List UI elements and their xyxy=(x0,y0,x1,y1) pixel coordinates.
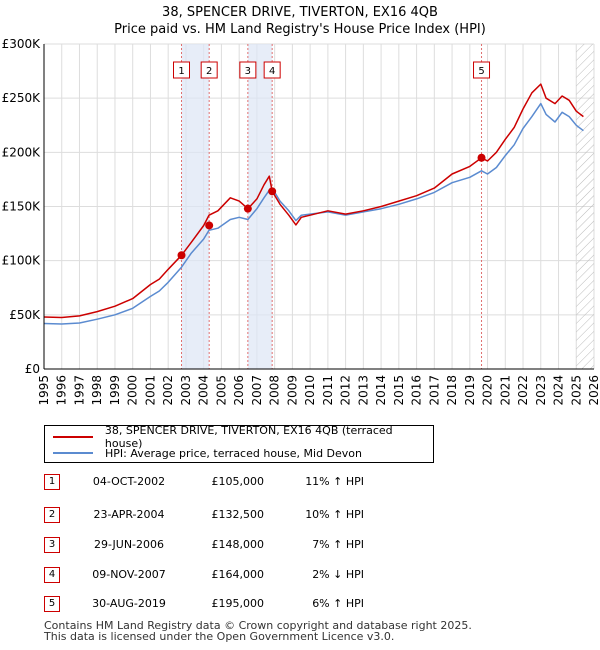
x-tick-label: 2014 xyxy=(374,375,388,406)
chart-title: 38, SPENCER DRIVE, TIVERTON, EX16 4QB xyxy=(162,5,438,20)
shaded-period xyxy=(247,44,273,369)
hpi-line xyxy=(43,102,584,325)
x-tick-label: 2005 xyxy=(214,375,228,406)
x-tick-label: 2009 xyxy=(285,375,299,406)
sale-number-badge: 4 xyxy=(44,567,60,583)
x-tick-label: 2024 xyxy=(552,375,566,406)
sale-price: £148,000 xyxy=(211,538,265,551)
sale-label-box xyxy=(173,61,190,79)
x-tick-label: 2015 xyxy=(392,375,406,406)
y-tick-label: £300K xyxy=(2,37,42,51)
sale-number-badge: 2 xyxy=(44,507,60,523)
sale-point xyxy=(177,251,186,260)
legend-label-hpi: HPI: Average price, terraced house, Mid … xyxy=(105,446,362,460)
y-tick-label: £100K xyxy=(2,254,42,268)
footer-line-2: This data is licensed under the Open Gov… xyxy=(44,630,395,643)
x-tick-label: 2008 xyxy=(268,375,282,406)
x-tick-label: 2026 xyxy=(587,375,600,406)
x-tick-label: 2012 xyxy=(339,375,353,406)
x-tick-label: 2018 xyxy=(445,375,459,406)
sale-label-box xyxy=(239,61,257,79)
x-tick-label: 2007 xyxy=(250,375,264,406)
sale-price: £195,000 xyxy=(211,597,265,610)
sale-date: 04-OCT-2002 xyxy=(92,475,166,488)
sale-hpi-diff: 10% ↑ HPI xyxy=(305,508,364,521)
legend-swatch-hpi xyxy=(53,452,93,454)
footer-line-1: Contains HM Land Registry data © Crown c… xyxy=(44,619,472,632)
sale-label-number: 4 xyxy=(269,66,275,77)
y-tick-label: £150K xyxy=(2,200,42,214)
forecast-hatch xyxy=(576,44,594,369)
sale-price: £105,000 xyxy=(211,475,265,488)
x-tick-label: 2003 xyxy=(179,375,193,406)
x-tick-label: 2001 xyxy=(143,375,157,406)
table-row: 5 30-AUG-2019 £195,000 6% ↑ HPI xyxy=(44,596,384,612)
x-tick-label: 2013 xyxy=(356,375,370,406)
y-tick-label: £0 xyxy=(25,362,40,376)
sale-point xyxy=(477,153,486,162)
sale-label-number: 2 xyxy=(206,66,212,77)
x-tick-label: 2002 xyxy=(161,375,175,406)
sale-hpi-diff: 11% ↑ HPI xyxy=(305,475,364,488)
sale-label-box xyxy=(200,61,218,79)
legend-label-property: 38, SPENCER DRIVE, TIVERTON, EX16 4QB (t… xyxy=(104,424,393,450)
sale-price: £132,500 xyxy=(211,508,265,521)
x-tick-label: 2016 xyxy=(410,375,424,406)
sale-point xyxy=(243,204,252,213)
legend-item-property: 38, SPENCER DRIVE, TIVERTON, EX16 4QB (t… xyxy=(53,424,433,450)
table-row: 2 23-APR-2004 £132,500 10% ↑ HPI xyxy=(44,507,384,523)
x-tick-label: 2022 xyxy=(516,375,530,406)
sale-label-box xyxy=(473,61,491,79)
sale-number-badge: 5 xyxy=(44,596,60,612)
sale-price: £164,000 xyxy=(211,568,265,581)
y-tick-label: £50K xyxy=(9,308,41,322)
x-tick-label: 2019 xyxy=(463,375,477,406)
table-row: 4 09-NOV-2007 £164,000 2% ↓ HPI xyxy=(44,567,384,583)
legend: 38, SPENCER DRIVE, TIVERTON, EX16 4QB (t… xyxy=(44,424,434,463)
x-tick-label: 2006 xyxy=(232,375,246,406)
x-tick-label: 2011 xyxy=(321,375,335,406)
x-tick-label: 2010 xyxy=(303,375,317,406)
sale-date: 30-AUG-2019 xyxy=(92,597,166,610)
x-tick-label: 2021 xyxy=(498,375,512,406)
sale-hpi-diff: 2% ↓ HPI xyxy=(312,568,364,581)
sale-hpi-diff: 7% ↑ HPI xyxy=(312,538,364,551)
chart-subtitle: Price paid vs. HM Land Registry's House … xyxy=(114,22,486,37)
x-tick-label: 2004 xyxy=(197,375,211,406)
sale-number-badge: 1 xyxy=(44,474,60,490)
x-tick-label: 2025 xyxy=(569,375,583,406)
sale-number-badge: 3 xyxy=(44,537,60,553)
x-tick-label: 2000 xyxy=(126,375,140,406)
legend-swatch-property xyxy=(53,436,93,438)
x-tick-label: 2023 xyxy=(534,375,548,406)
sale-label-box xyxy=(263,61,281,79)
shaded-period xyxy=(181,44,210,369)
x-tick-label: 1995 xyxy=(37,375,51,406)
x-tick-label: 1996 xyxy=(55,375,69,406)
sale-label-number: 3 xyxy=(245,66,251,77)
sale-point xyxy=(268,187,277,196)
sale-date: 23-APR-2004 xyxy=(93,508,165,521)
sale-label-number: 5 xyxy=(478,66,484,77)
y-tick-label: £200K xyxy=(2,145,42,159)
property-price-line xyxy=(43,83,584,319)
x-tick-label: 2017 xyxy=(427,375,441,406)
sale-hpi-diff: 6% ↑ HPI xyxy=(312,597,364,610)
table-row: 3 29-JUN-2006 £148,000 7% ↑ HPI xyxy=(44,537,384,553)
price-chart: 1 2 3 4 5 £0 £50K £100K £150K £200K £250K £300K 199… xyxy=(2,37,600,406)
y-tick-label: £250K xyxy=(2,91,42,105)
x-tick-label: 1999 xyxy=(108,375,122,406)
sale-date: 29-JUN-2006 xyxy=(93,538,165,551)
legend-item-hpi: HPI: Average price, terraced house, Mid … xyxy=(53,445,362,461)
x-tick-label: 1998 xyxy=(90,375,104,406)
sale-point xyxy=(205,221,214,230)
x-tick-label: 2020 xyxy=(481,375,495,406)
table-row: 1 04-OCT-2002 £105,000 11% ↑ HPI xyxy=(44,474,384,490)
sale-label-number: 1 xyxy=(178,66,184,77)
sale-date: 09-NOV-2007 xyxy=(92,568,166,581)
x-tick-label: 1997 xyxy=(72,375,86,406)
footer-attribution: Contains HM Land Registry data © Crown c… xyxy=(44,620,472,642)
